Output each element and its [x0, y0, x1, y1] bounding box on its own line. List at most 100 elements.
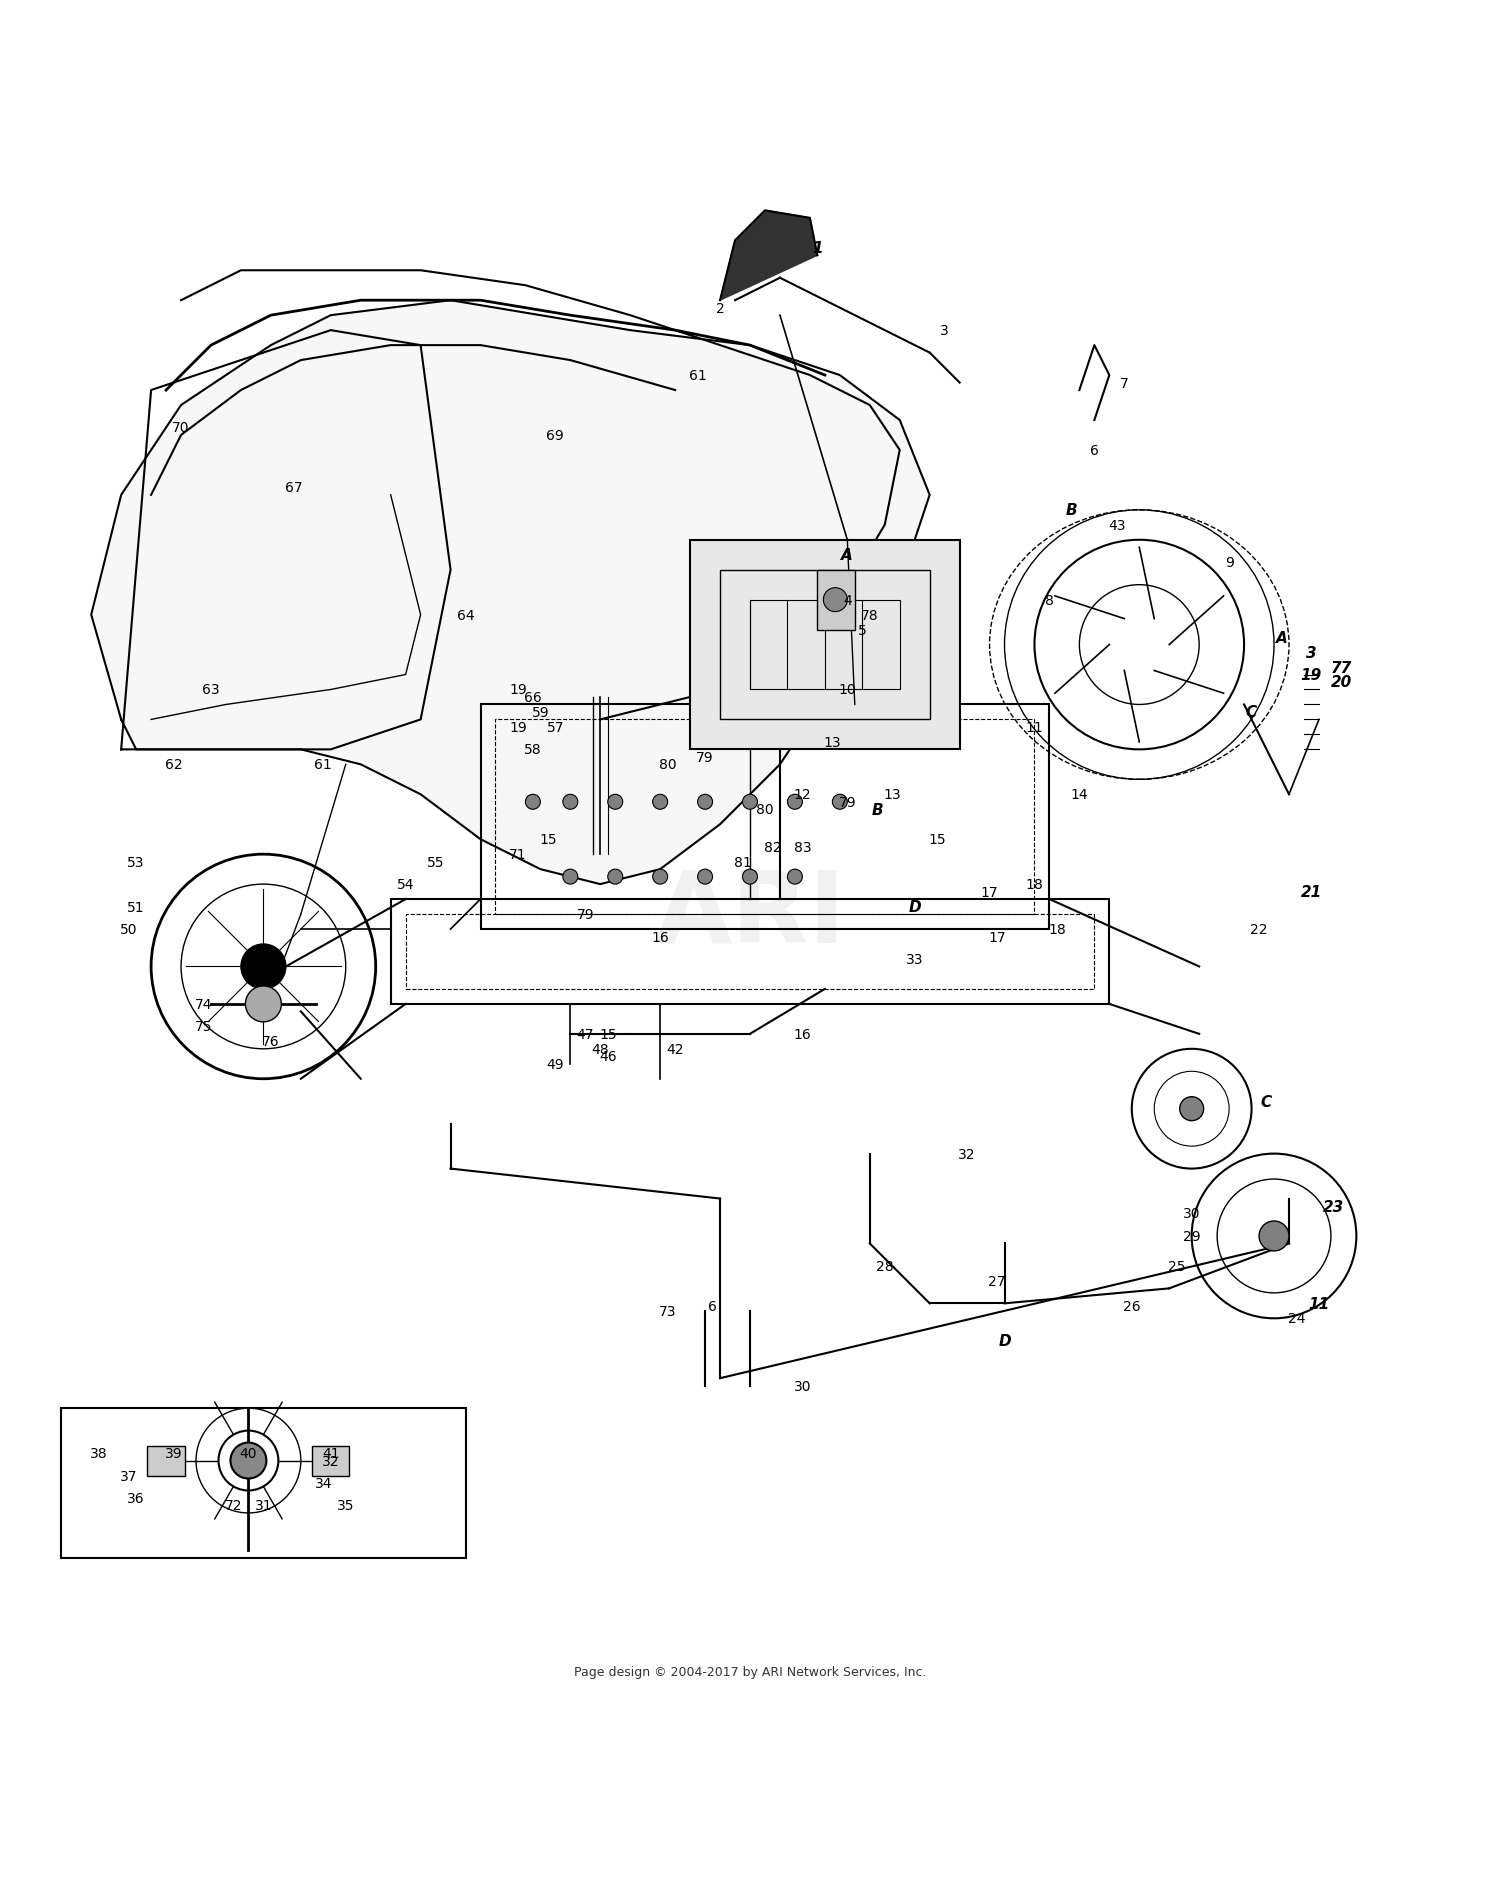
Text: ARI: ARI: [654, 865, 846, 963]
Text: 50: 50: [120, 922, 138, 937]
Circle shape: [833, 795, 848, 810]
Text: 28: 28: [876, 1260, 894, 1273]
Text: B: B: [1066, 502, 1077, 518]
Text: 22: 22: [1251, 922, 1268, 937]
Text: 16: 16: [651, 929, 669, 944]
Text: 8: 8: [1046, 593, 1054, 608]
Text: 19: 19: [509, 684, 526, 697]
Text: 41: 41: [322, 1447, 339, 1460]
Text: 15: 15: [928, 833, 946, 846]
Text: 3: 3: [940, 325, 950, 338]
Text: 80: 80: [658, 757, 676, 773]
Text: 72: 72: [225, 1498, 242, 1513]
Circle shape: [246, 986, 282, 1022]
Bar: [405, 914, 1095, 990]
Text: 29: 29: [1184, 1230, 1200, 1243]
Text: 17: 17: [988, 929, 1006, 944]
Text: Page design © 2004-2017 by ARI Network Services, Inc.: Page design © 2004-2017 by ARI Network S…: [573, 1664, 926, 1677]
Text: 31: 31: [255, 1498, 272, 1513]
Text: 79: 79: [839, 795, 856, 808]
Text: 6: 6: [1090, 444, 1100, 457]
Text: 17: 17: [981, 886, 999, 899]
Text: 18: 18: [1026, 878, 1044, 892]
Text: 57: 57: [546, 720, 564, 735]
Text: 61: 61: [688, 368, 706, 383]
Circle shape: [788, 795, 802, 810]
Text: 76: 76: [262, 1035, 279, 1048]
Circle shape: [652, 795, 668, 810]
Text: 75: 75: [195, 1020, 213, 1033]
Text: 15: 15: [598, 1028, 616, 1041]
Text: 70: 70: [172, 421, 190, 434]
Text: 39: 39: [165, 1447, 183, 1460]
Circle shape: [608, 869, 622, 884]
Text: 63: 63: [202, 684, 220, 697]
Text: 71: 71: [509, 848, 526, 861]
Text: 61: 61: [315, 757, 332, 773]
Text: 13: 13: [884, 788, 902, 801]
Text: 32: 32: [322, 1455, 339, 1468]
Circle shape: [652, 869, 668, 884]
Text: 32: 32: [958, 1147, 976, 1162]
Text: 74: 74: [195, 997, 213, 1011]
Bar: [818, 570, 855, 631]
Text: 12: 12: [794, 788, 812, 801]
Text: 26: 26: [1124, 1300, 1140, 1313]
Circle shape: [742, 795, 758, 810]
Text: 37: 37: [120, 1470, 138, 1483]
Circle shape: [742, 869, 758, 884]
Text: 43: 43: [1108, 518, 1125, 533]
Text: 14: 14: [1071, 788, 1088, 801]
Text: 62: 62: [165, 757, 183, 773]
Text: 11: 11: [1026, 720, 1044, 735]
Text: 69: 69: [546, 429, 564, 442]
Text: 64: 64: [456, 608, 474, 621]
Text: 23: 23: [1323, 1200, 1344, 1215]
Circle shape: [788, 869, 802, 884]
Text: 78: 78: [861, 608, 879, 621]
Text: 83: 83: [794, 841, 812, 854]
Text: 80: 80: [756, 803, 774, 816]
Text: 66: 66: [524, 691, 542, 705]
Text: 30: 30: [794, 1379, 812, 1392]
Text: 16: 16: [794, 1028, 812, 1041]
FancyBboxPatch shape: [62, 1409, 465, 1558]
Text: 2: 2: [716, 302, 724, 315]
Text: 53: 53: [128, 856, 146, 869]
Text: 1: 1: [812, 242, 822, 257]
Bar: [495, 720, 1035, 914]
Circle shape: [562, 795, 578, 810]
Text: 81: 81: [734, 856, 752, 869]
Text: A: A: [1275, 631, 1287, 646]
Text: 4: 4: [843, 593, 852, 608]
Text: 20: 20: [1330, 674, 1352, 689]
Text: 10: 10: [839, 684, 856, 697]
Text: 27: 27: [988, 1275, 1006, 1288]
Text: 49: 49: [546, 1058, 564, 1071]
Circle shape: [698, 869, 712, 884]
Text: 11: 11: [1308, 1296, 1329, 1311]
Text: 58: 58: [524, 742, 542, 757]
Text: 73: 73: [658, 1303, 676, 1319]
Text: D: D: [909, 899, 921, 914]
Bar: [480, 705, 1050, 929]
Text: 55: 55: [427, 856, 444, 869]
Polygon shape: [720, 212, 818, 300]
Text: 7: 7: [1120, 376, 1128, 391]
Text: 6: 6: [708, 1300, 717, 1313]
Circle shape: [824, 587, 848, 612]
Bar: [750, 601, 900, 689]
Text: 15: 15: [538, 833, 556, 846]
Text: C: C: [1246, 705, 1257, 720]
Text: 51: 51: [128, 899, 146, 914]
Bar: [720, 570, 930, 720]
Text: 19: 19: [1300, 667, 1322, 682]
Text: 79: 79: [696, 750, 714, 765]
Text: C: C: [1262, 1094, 1272, 1109]
Text: 9: 9: [1224, 555, 1233, 570]
Bar: [390, 899, 1110, 1005]
Text: 79: 79: [576, 907, 594, 922]
Circle shape: [231, 1443, 267, 1479]
Circle shape: [698, 795, 712, 810]
Text: 24: 24: [1287, 1311, 1305, 1326]
